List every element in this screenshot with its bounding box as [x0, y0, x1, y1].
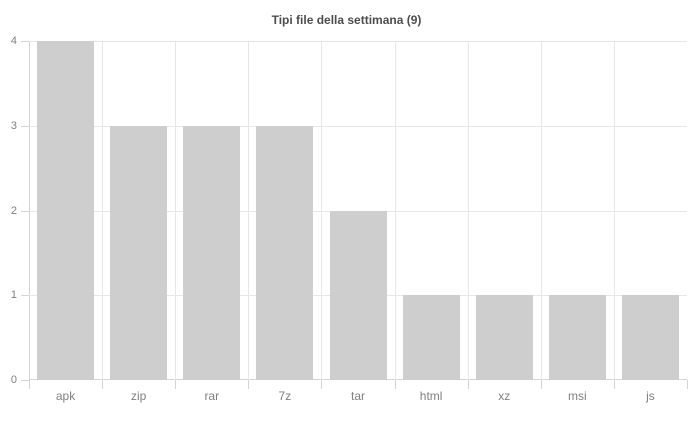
- bar-js: [621, 295, 679, 380]
- x-tick: [540, 380, 542, 389]
- bar-tar: [329, 210, 387, 380]
- v-gridline: [540, 41, 542, 380]
- bar-zip: [110, 125, 168, 380]
- v-gridline: [175, 41, 177, 380]
- x-tick: [467, 380, 469, 389]
- x-tick-label: zip: [130, 389, 147, 403]
- x-tick: [175, 380, 177, 389]
- y-tick: [21, 41, 29, 42]
- chart-title: Tipi file della settimana (9): [271, 13, 422, 27]
- y-tick: [21, 210, 29, 212]
- bar-xz: [475, 295, 533, 380]
- x-tick: [394, 380, 396, 389]
- x-tick: [29, 380, 30, 389]
- bar-html: [402, 295, 460, 380]
- y-tick: [21, 125, 29, 127]
- y-tick: [21, 295, 29, 297]
- bar-7z: [256, 125, 314, 380]
- v-gridline: [467, 41, 469, 380]
- x-tick: [102, 380, 104, 389]
- bar-msi: [548, 295, 606, 380]
- x-tick-label: rar: [204, 389, 220, 403]
- x-tick-label: 7z: [278, 389, 292, 403]
- v-gridline: [102, 41, 104, 380]
- h-gridline: [29, 41, 687, 42]
- plot-area: [29, 41, 687, 380]
- x-tick-label: msi: [567, 389, 587, 403]
- y-tick-label: 1: [10, 289, 17, 302]
- h-gridline: [29, 125, 687, 127]
- x-tick: [248, 380, 250, 389]
- y-tick-label: 0: [10, 374, 17, 386]
- x-tick-label: apk: [55, 389, 76, 403]
- v-gridline: [613, 41, 615, 380]
- x-tick: [687, 380, 688, 389]
- v-gridline: [321, 41, 323, 380]
- x-tick: [613, 380, 615, 389]
- x-tick-label: js: [646, 389, 655, 403]
- y-tick-label: 4: [10, 35, 17, 47]
- y-tick-label: 2: [10, 204, 17, 217]
- y-tick: [21, 380, 29, 381]
- bar-rar: [183, 125, 241, 380]
- x-tick-label: xz: [498, 389, 511, 403]
- x-tick-label: tar: [350, 389, 365, 403]
- v-gridline: [248, 41, 250, 380]
- x-tick-label: html: [419, 389, 443, 403]
- bar-apk: [37, 41, 95, 380]
- x-tick: [321, 380, 323, 389]
- y-tick-label: 3: [10, 119, 17, 132]
- v-gridline: [394, 41, 396, 380]
